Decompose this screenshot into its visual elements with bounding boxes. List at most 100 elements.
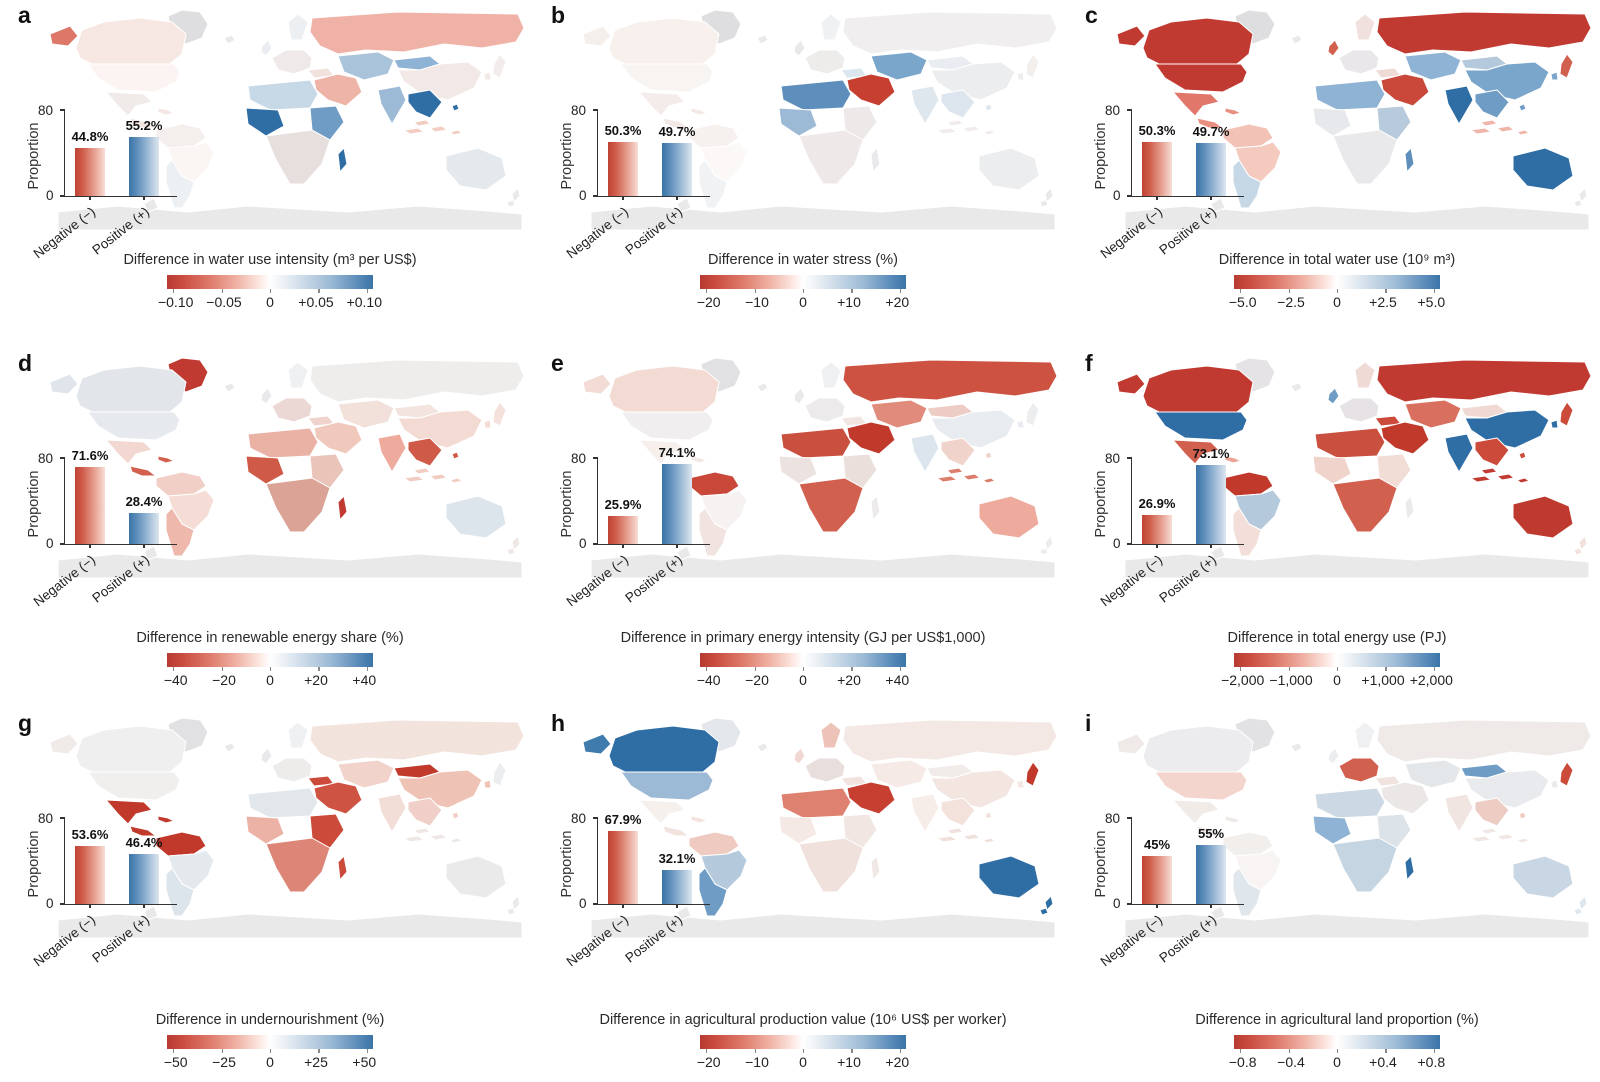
region-southern-africa [1332,129,1398,185]
region-russia [842,719,1058,763]
region-india [1444,433,1474,473]
y-tick-80: 80 [1105,103,1121,118]
y-tickmark-0 [1127,543,1132,545]
world-choropleth-map [1116,357,1592,579]
inset-plot-area: 80 0 53.6% 46.4% [38,811,177,911]
region-southeast-asia [407,797,443,827]
region-mexico [105,439,153,465]
x-tickmark-positive [1210,544,1212,548]
positive-bar-value: 74.1% [658,445,696,461]
region-china [397,769,483,809]
region-europe [1338,397,1380,423]
region-southeast-asia [1474,89,1510,119]
region-mexico [105,91,153,117]
region-madagascar [870,147,881,173]
y-tickmark-0 [1127,195,1132,197]
region-alaska [1116,373,1146,395]
proportion-inset-chart: Proportion 80 0 50.3% 49.7% Negative (−)… [551,96,741,261]
region-scandinavia [287,361,309,389]
region-west-africa [1312,107,1352,137]
positive-bar-value: 49.7% [658,123,696,139]
region-central-america [129,465,157,477]
colorbar-tick-label: +10 [837,294,861,310]
region-korea [483,71,492,81]
world-choropleth-map [1116,717,1592,939]
region-china [930,769,1016,809]
colorbar-tick-label: −40 [163,672,188,688]
region-europe [1338,49,1380,75]
world-choropleth-map [49,9,525,231]
colorbar-gradient [700,275,906,293]
panel-letter: i [1085,710,1092,736]
x-tickmark-positive [1210,196,1212,200]
region-india [377,85,407,125]
region-new-zealand-south [1573,199,1583,208]
region-indonesia-east [982,837,996,844]
colorbar-tick-labels: −40 −20 0 +20 +40 [688,672,918,690]
colorbar-tick-label: +20 [837,672,861,688]
region-scandinavia [1354,721,1376,749]
proportion-inset-chart: Proportion 80 0 53.6% 46.4% Negative (−)… [18,804,208,969]
y-tick-80: 80 [571,451,587,466]
region-australia [1512,147,1574,191]
positive-bar-value: 32.1% [658,850,696,866]
region-usa [620,63,714,93]
region-central-asia [1404,51,1462,81]
region-japan [492,53,507,79]
inset-plot-area: 80 0 50.3% 49.7% [1105,103,1244,203]
region-antarctica [590,913,1056,939]
region-indonesia-mid [429,473,448,481]
positive-bar-slot: 74.1% [659,445,695,544]
y-tickmark-0 [593,543,598,545]
negative-bar-value: 50.3% [604,122,642,138]
region-iceland [223,34,236,45]
colorbar-tick-label: −2,000 [1221,672,1265,688]
region-indonesia-east [982,477,996,484]
region-central-asia [870,399,928,429]
region-indonesia-mid [1496,473,1515,481]
region-japan [1559,53,1574,79]
colorbar-title: Difference in water stress (%) [708,252,898,268]
region-philippines [451,103,460,112]
region-north-africa [1314,427,1386,459]
proportion-inset-chart: Proportion 80 0 45% 55% Negative (−) Pos… [1085,804,1275,969]
region-madagascar [870,495,881,521]
region-caribbean [157,815,175,824]
region-west-africa [245,815,285,845]
region-central-america [662,117,690,129]
positive-bar-slot: 55.2% [126,110,162,196]
region-korea [1550,779,1559,789]
y-tickmark-0 [60,903,65,905]
region-korea [1016,419,1025,429]
region-canada [75,725,187,773]
x-tickmark-negative [622,544,624,548]
colorbar-tick-labels: −5.0 −2.5 0 +2.5 +5.0 [1222,294,1452,312]
colorbar-legend: Difference in water stress (%) −20 −10 0… [573,252,1033,312]
y-tickmark-0 [1127,903,1132,905]
colorbar-tickmark [1385,667,1387,671]
positive-bar [129,513,159,544]
negative-bar-slot: 50.3% [1139,110,1175,196]
region-mexico [1172,799,1220,825]
region-south-america-north [688,831,740,857]
region-central-asia [1404,759,1462,789]
region-usa [1154,771,1248,801]
colorbar-title: Difference in total water use (10⁹ m³) [1218,252,1456,268]
region-antarctic-peninsula [1210,197,1226,213]
negative-bar [608,141,638,196]
region-madagascar [337,147,348,173]
region-australia [445,147,507,191]
colorbar-tickmark [318,289,320,293]
world-choropleth-map [49,357,525,579]
negative-bar-value: 44.8% [71,128,109,144]
colorbar-tickmark [754,667,756,671]
positive-bar-value: 55.2% [125,117,163,133]
panel-c: c [1067,0,1600,348]
negative-bar-value: 53.6% [71,827,109,843]
x-tickmark-positive [676,544,678,548]
colorbar-tickmark [221,1049,223,1053]
region-india [910,85,940,125]
colorbar-tickmark [366,667,369,671]
region-iceland [1290,742,1303,753]
y-tick-80: 80 [38,451,54,466]
